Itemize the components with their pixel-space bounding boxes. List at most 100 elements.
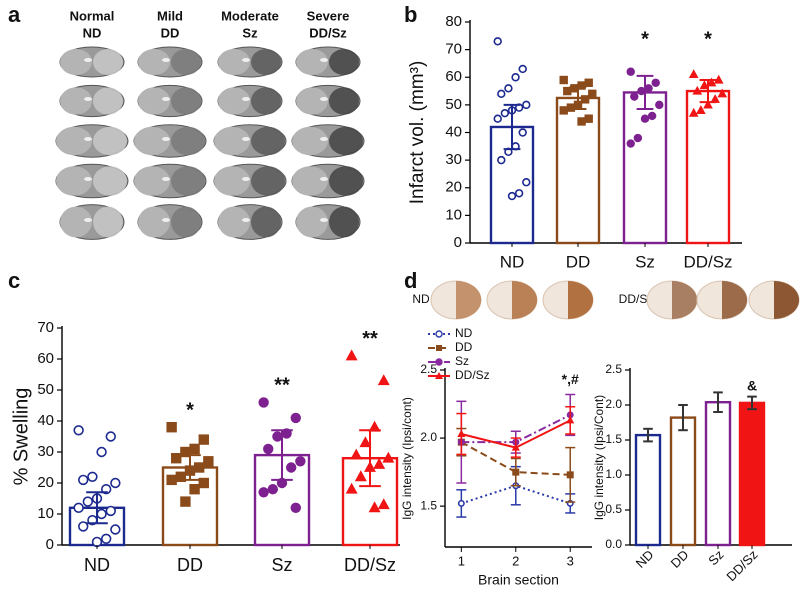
y-tick-label: 10: [37, 505, 54, 522]
slice-hemisphere: [60, 49, 92, 75]
data-point: [87, 471, 98, 482]
slice-ventricle: [320, 177, 328, 181]
slice-hemisphere: [60, 206, 92, 238]
slice-infarct: [329, 206, 359, 238]
data-point: [500, 108, 510, 118]
x-tick-label: ND: [500, 252, 525, 271]
data-point: [493, 37, 502, 46]
legend-marker: [435, 372, 443, 379]
y-tick-label: 50: [37, 381, 54, 398]
data-point: [584, 78, 593, 87]
slice-hemisphere: [60, 87, 92, 115]
slice-infarct: [171, 126, 205, 156]
image-label: ND: [412, 292, 430, 306]
data-point: [699, 80, 710, 90]
slice-hemisphere: [138, 206, 170, 238]
slice-infarct: [251, 49, 281, 75]
data-point: [497, 155, 506, 165]
panel-label: b: [404, 2, 417, 27]
slice-infarct: [93, 87, 123, 115]
data-point: [198, 434, 209, 445]
data-point: [507, 191, 517, 201]
column-header: Severe: [307, 8, 350, 23]
x-tick-label: ND: [633, 547, 657, 571]
slice-ventricle: [84, 177, 92, 181]
significance-mark: *: [186, 399, 194, 421]
data-point: [368, 420, 381, 432]
bar: [738, 401, 766, 547]
data-point: [522, 178, 531, 187]
x-tick-label: 1: [458, 553, 465, 568]
data-point: [189, 443, 200, 455]
data-point: [655, 100, 664, 110]
slice-infarct: [329, 166, 363, 196]
column-header: Mild: [157, 8, 183, 23]
slice-infarct: [93, 206, 123, 238]
slice-infarct: [171, 166, 205, 196]
y-tick-label: 60: [445, 68, 462, 85]
column-header: Normal: [70, 8, 115, 23]
data-point: [644, 84, 653, 93]
data-point: [359, 436, 372, 448]
x-tick-label: DD: [177, 555, 203, 575]
y-tick-label: 0.5: [605, 502, 622, 516]
column-header: DD: [161, 25, 180, 40]
data-point: [497, 89, 506, 99]
slice-ventricle: [242, 218, 250, 222]
data-point: [566, 103, 576, 112]
slice-ventricle: [84, 218, 92, 222]
slice-ventricle: [242, 177, 250, 181]
data-point: [457, 499, 465, 507]
data-point: [258, 397, 269, 408]
y-tick-label: 2.5: [605, 362, 622, 376]
slice-hemisphere: [56, 126, 92, 156]
stain-region: [568, 281, 593, 319]
legend-marker: [435, 330, 443, 338]
stain-region: [672, 281, 697, 319]
y-tick-label: 2.0: [605, 397, 622, 411]
data-point: [559, 75, 568, 85]
legend-label: ND: [455, 326, 473, 340]
data-point: [100, 533, 112, 544]
y-tick-label: 0: [46, 536, 54, 553]
data-point: [703, 99, 713, 109]
slice-hemisphere: [138, 49, 170, 75]
slice-ventricle: [242, 137, 250, 141]
legend-label: DD: [455, 340, 473, 354]
legend-label: Sz: [455, 354, 469, 368]
data-point: [78, 474, 89, 486]
data-point: [263, 443, 274, 455]
data-point: [96, 446, 107, 458]
bar: [704, 401, 732, 547]
stain-region: [722, 281, 747, 319]
slice-ventricle: [320, 137, 328, 141]
data-point: [175, 471, 187, 482]
slice-ventricle: [242, 58, 250, 62]
data-point: [493, 114, 502, 123]
data-point: [640, 114, 650, 123]
slice-infarct: [93, 166, 127, 196]
data-point: [518, 128, 527, 137]
y-tick-label: 10: [445, 206, 462, 223]
data-point: [189, 484, 200, 495]
y-tick-label: 30: [445, 151, 462, 168]
slice-hemisphere: [218, 87, 250, 115]
data-point: [345, 482, 358, 494]
stain-region: [456, 281, 481, 319]
slice-infarct: [329, 126, 363, 156]
stain-region: [774, 281, 799, 319]
data-point: [73, 425, 84, 436]
data-point: [588, 89, 597, 99]
data-point: [203, 456, 214, 467]
slice-ventricle: [320, 58, 328, 62]
slice-ventricle: [162, 177, 170, 181]
slice-hemisphere: [134, 166, 170, 196]
data-point: [633, 133, 643, 143]
data-point: [82, 496, 94, 507]
x-tick-label: ND: [84, 555, 110, 575]
y-tick-label: 2.0: [420, 430, 437, 444]
y-tick-label: 40: [37, 412, 54, 429]
y-axis-label: IgG intensity (Ipsi/Cont): [592, 395, 606, 520]
data-point: [651, 78, 660, 87]
y-axis-label: IgG intensity (Ipsi/cont): [400, 397, 414, 520]
